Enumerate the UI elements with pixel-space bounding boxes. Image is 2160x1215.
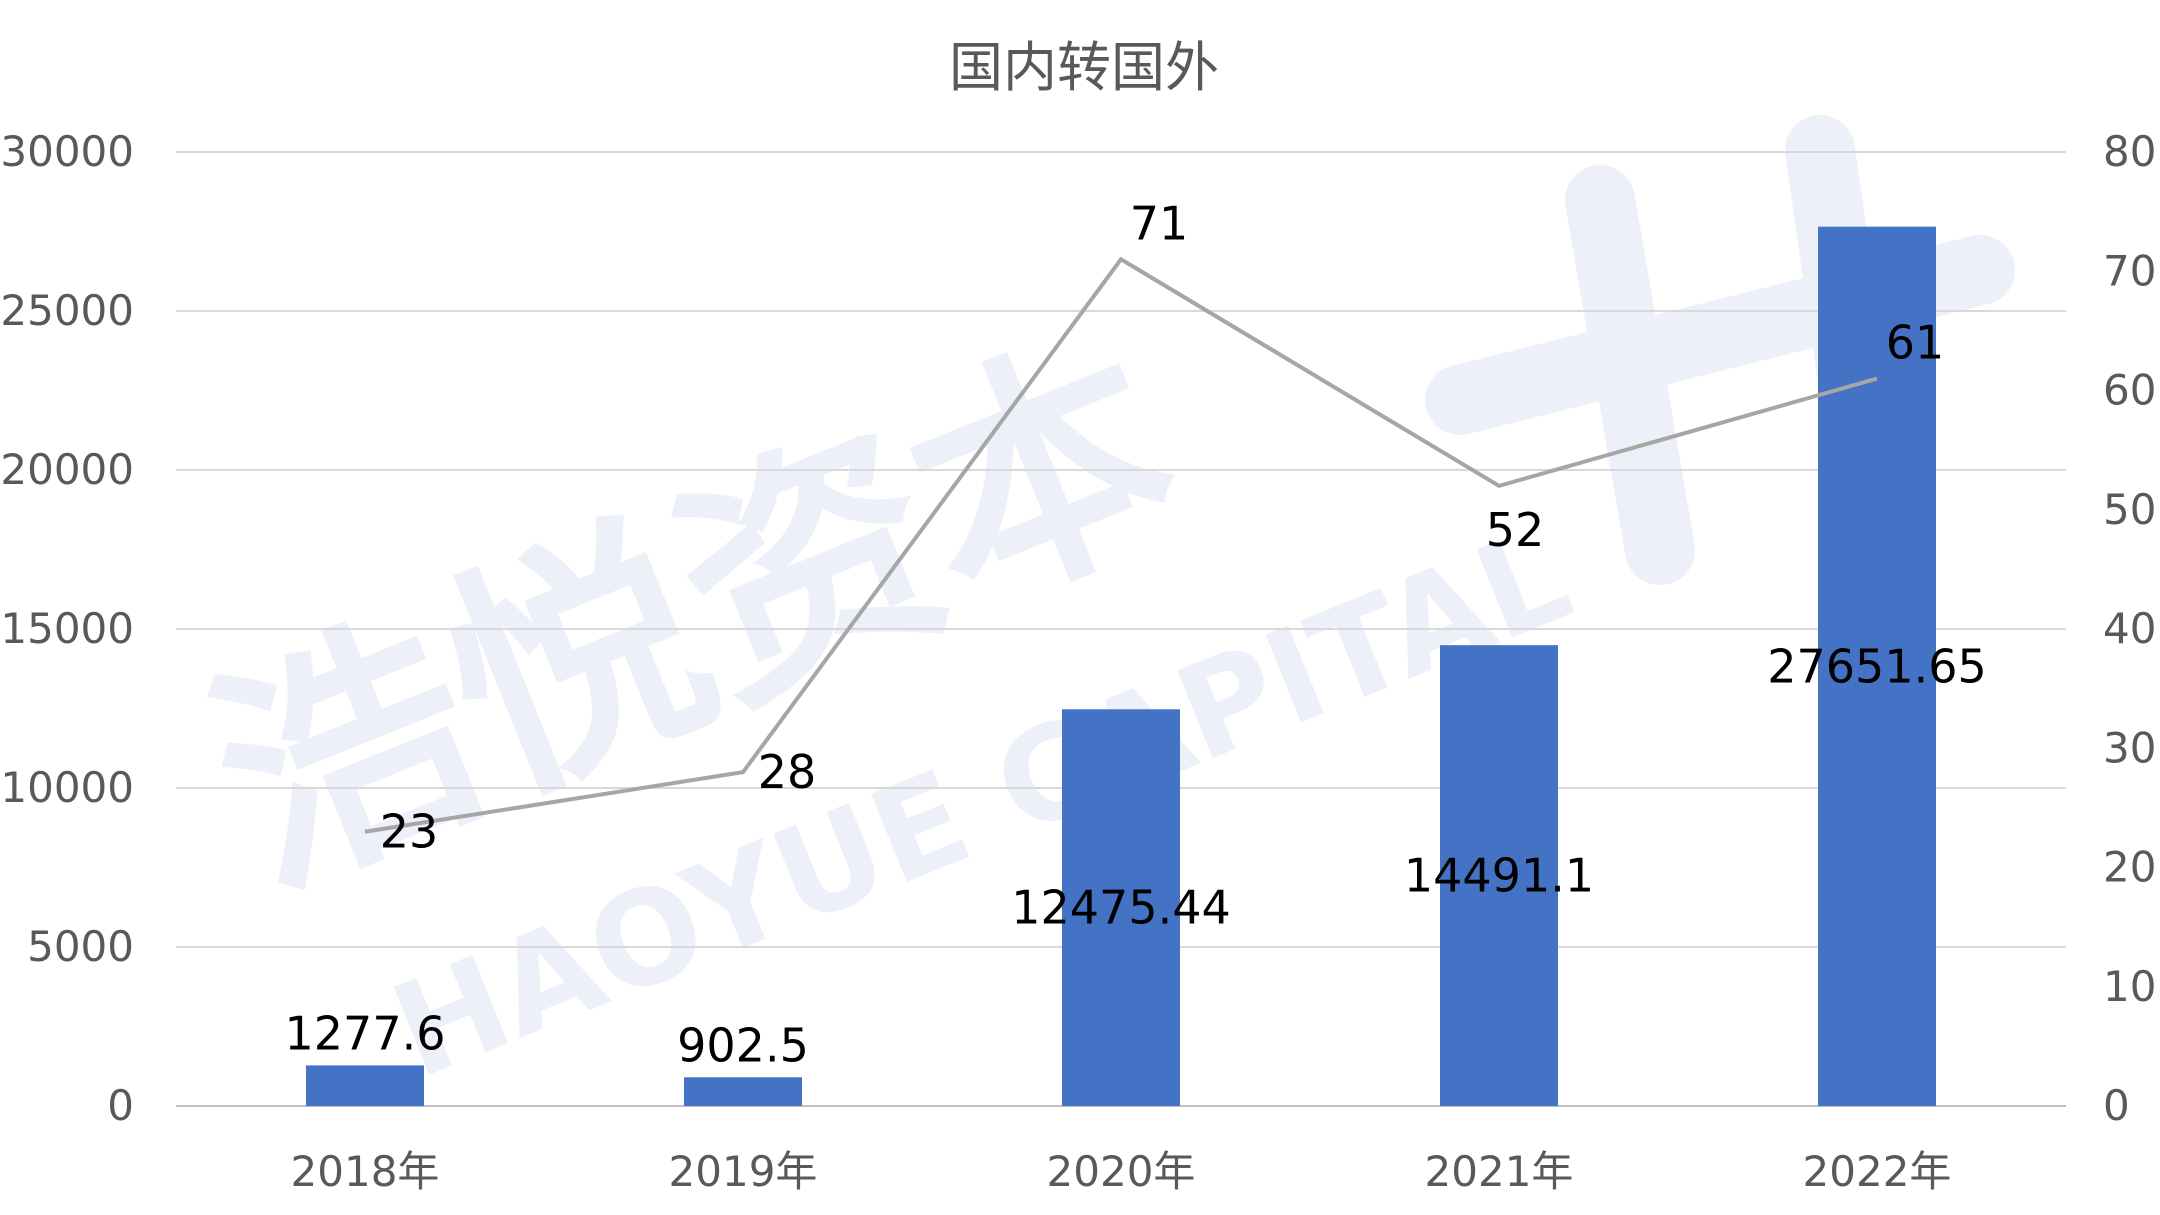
left-tick-label: 30000 [0, 127, 134, 176]
category-label: 2018年 [291, 1147, 440, 1196]
right-tick-label: 80 [2103, 127, 2156, 176]
category-label: 2019年 [669, 1147, 818, 1196]
category-label: 2022年 [1803, 1147, 1952, 1196]
category-label: 2021年 [1425, 1147, 1574, 1196]
right-tick-label: 50 [2103, 485, 2156, 534]
right-tick-label: 10 [2103, 962, 2156, 1011]
line-data-label: 52 [1486, 503, 1545, 557]
left-axis-ticks: 0 5000 10000 15000 20000 25000 30000 [0, 127, 134, 1130]
bar [306, 1065, 424, 1106]
line-data-label: 23 [380, 805, 439, 859]
bar [1440, 645, 1558, 1106]
chart-title: 国内转国外 [949, 36, 1219, 99]
bar [1062, 709, 1180, 1106]
right-tick-label: 40 [2103, 604, 2156, 653]
right-tick-label: 0 [2103, 1081, 2130, 1130]
right-tick-label: 20 [2103, 843, 2156, 892]
bar-data-label: 1277.6 [285, 1006, 446, 1060]
bar-data-labels: 1277.6 902.5 12475.44 14491.1 27651.65 [285, 639, 1987, 1072]
bar [684, 1077, 802, 1106]
right-tick-label: 60 [2103, 366, 2156, 415]
line-data-label: 28 [758, 745, 817, 799]
gridlines [176, 151, 2066, 1107]
line-data-label: 71 [1130, 196, 1189, 250]
left-tick-label: 0 [107, 1081, 134, 1130]
category-label: 2020年 [1047, 1147, 1196, 1196]
left-tick-label: 10000 [0, 763, 134, 812]
bar-data-label: 14491.1 [1404, 849, 1594, 903]
category-axis-labels: 2018年 2019年 2020年 2021年 2022年 [291, 1147, 1952, 1196]
left-tick-label: 25000 [0, 286, 134, 335]
bar-data-label: 27651.65 [1767, 639, 1987, 693]
bar-data-label: 12475.44 [1011, 881, 1231, 935]
left-tick-label: 5000 [27, 922, 134, 971]
bar-series [306, 226, 1936, 1106]
right-axis-ticks: 0 10 20 30 40 50 60 70 80 [2103, 127, 2156, 1130]
left-tick-label: 20000 [0, 445, 134, 494]
bar-data-label: 902.5 [677, 1018, 809, 1072]
right-tick-label: 30 [2103, 723, 2156, 772]
right-tick-label: 70 [2103, 246, 2156, 295]
line-series [364, 256, 1878, 834]
line-data-label: 61 [1886, 316, 1945, 370]
bar [1818, 226, 1936, 1106]
line-data-labels: 23 28 71 52 61 [380, 196, 1945, 858]
left-tick-label: 15000 [0, 604, 134, 653]
